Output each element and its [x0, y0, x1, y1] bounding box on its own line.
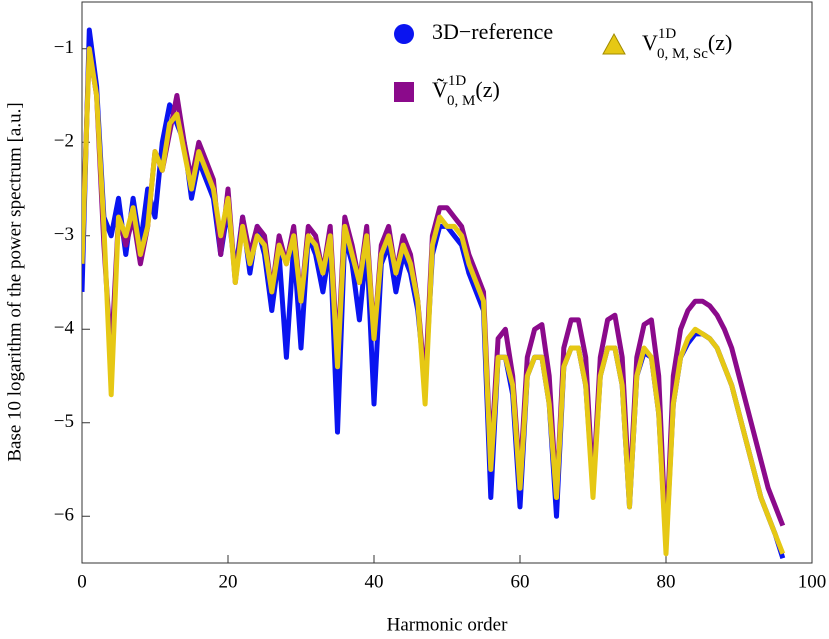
legend-label-part: 0, M: [447, 93, 475, 109]
y-tick-label: −4: [54, 318, 75, 339]
legend-label-part: (z): [475, 77, 499, 102]
legend-label: 3D−reference: [432, 19, 553, 44]
x-tick-label: 60: [511, 571, 530, 592]
legend-label-part: 1D: [448, 73, 467, 89]
y-tick-label: −6: [54, 505, 74, 526]
x-tick-label: 40: [365, 571, 384, 592]
legend-label-part: Ṽ: [432, 77, 448, 102]
legend-label-part: 0, M, Sc: [657, 46, 708, 62]
legend-label-part: (z): [708, 30, 732, 55]
y-axis-label: Base 10 logarithm of the power spectrum …: [4, 102, 25, 461]
x-tick-label: 20: [219, 571, 238, 592]
x-axis-label: Harmonic order: [387, 614, 508, 635]
legend-symbol: [602, 32, 626, 55]
legend-symbol: [394, 24, 414, 44]
legend-label: Ṽ1D 0, M(z): [432, 73, 500, 109]
legend-label-part: V: [642, 30, 658, 55]
series-line: [82, 46, 786, 557]
legend-label: V1D 0, M, Sc(z): [642, 26, 732, 62]
x-tick-label: 100: [798, 571, 827, 592]
legend-label-part: 3D−reference: [432, 19, 553, 44]
legend-symbol: [394, 82, 414, 102]
y-tick-label: −5: [54, 411, 74, 432]
y-tick-label: −1: [54, 37, 74, 58]
legend-label-part: 1D: [658, 26, 677, 42]
x-tick-label: 80: [657, 571, 676, 592]
x-tick-label: 0: [77, 571, 87, 592]
y-tick-label: −3: [54, 224, 74, 245]
y-tick-label: −2: [54, 131, 74, 152]
